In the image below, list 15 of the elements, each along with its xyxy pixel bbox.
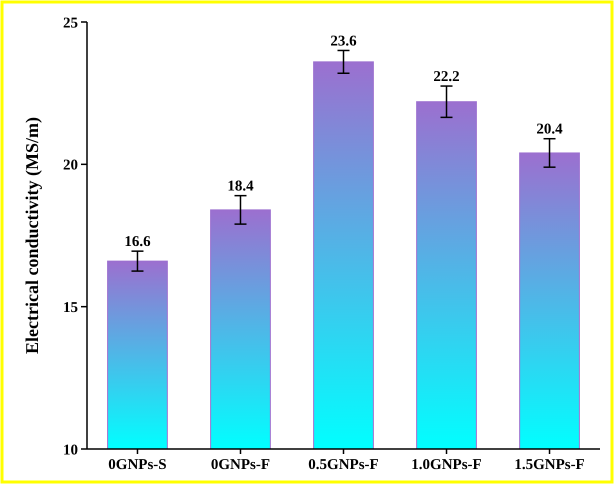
data-label: 20.4: [536, 122, 564, 138]
y-tick-label: 15: [63, 300, 78, 316]
x-tick-label: 0GNPs-F: [210, 457, 270, 473]
x-tick-label: 0.5GNPs-F: [308, 457, 379, 473]
y-axis-title: Electrical conductivity (MS/m): [22, 117, 42, 354]
x-tick-label: 0GNPs-S: [108, 457, 167, 473]
y-tick-label: 10: [63, 442, 78, 458]
x-tick-label: 1.0GNPs-F: [411, 457, 482, 473]
data-label: 22.2: [433, 69, 460, 86]
x-tick-label: 1.5GNPs-F: [514, 457, 585, 473]
data-label: 16.6: [124, 234, 152, 250]
y-tick-label: 20: [63, 158, 78, 174]
y-tick-label: 25: [63, 15, 78, 32]
data-label: 18.4: [227, 178, 254, 195]
data-label: 23.6: [330, 33, 358, 50]
